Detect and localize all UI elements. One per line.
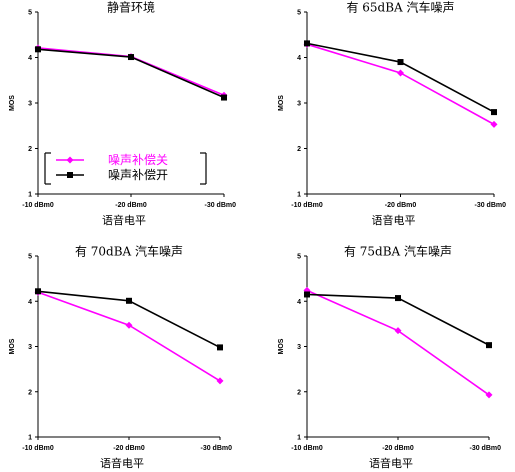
chart-panel-2: 1 2 3 4 5 -10 dBm0 -20 dBm0 -30 dBm0 有 65dBA 汽车噪… <box>278 0 506 227</box>
data-point-on <box>491 109 497 116</box>
x-tick-label: -20 dBm0 <box>382 445 414 452</box>
data-point-on <box>486 342 492 349</box>
y-axis-label: MOS <box>9 338 16 354</box>
data-point-on <box>35 288 41 295</box>
x-tick-label: -30 dBm0 <box>469 445 501 452</box>
x-axis-label: 语音电平 <box>369 456 413 470</box>
series-line-off <box>306 289 490 396</box>
y-tick-label: 5 <box>297 254 301 261</box>
data-point-off <box>397 69 404 77</box>
series-line-off <box>306 43 495 126</box>
y-tick-label: 2 <box>297 389 301 396</box>
x-tick-label: -30 dBm0 <box>200 445 232 452</box>
y-tick-label: 5 <box>28 10 32 17</box>
x-axis-label: 语音电平 <box>102 213 146 227</box>
x-tick-label: -20 dBm0 <box>115 202 147 209</box>
chart-panel-4: 1 2 3 4 5 -10 dBm0 -20 dBm0 -30 dBm0 有 75dBA 汽车噪… <box>278 244 501 471</box>
y-axis-label: MOS <box>9 95 16 111</box>
x-axis-label: 语音电平 <box>100 456 144 470</box>
data-point-on <box>128 54 134 61</box>
y-tick-label: 5 <box>28 254 32 261</box>
data-point-on <box>126 297 132 304</box>
x-tick-label: -10 dBm0 <box>22 445 54 452</box>
y-tick-label: 4 <box>28 55 32 62</box>
chart-title: 静音环境 <box>107 0 155 15</box>
data-point-on <box>304 40 310 47</box>
data-point-on <box>217 344 223 351</box>
y-tick-label: 1 <box>28 435 32 442</box>
y-tick-label: 2 <box>28 146 32 153</box>
y-tick-label: 3 <box>297 344 301 351</box>
data-point-on <box>397 59 404 66</box>
y-tick-label: 3 <box>28 101 32 108</box>
y-axis-label: MOS <box>278 95 285 111</box>
y-axis-label: MOS <box>278 338 285 354</box>
data-point-on <box>395 295 401 302</box>
y-tick-label: 4 <box>297 55 301 62</box>
data-point-on <box>304 291 310 298</box>
x-tick-label: -20 dBm0 <box>385 202 417 209</box>
data-point-on <box>35 46 41 53</box>
x-tick-label: -10 dBm0 <box>291 202 323 209</box>
chart-title: 有 65dBA 汽车噪声 <box>346 0 454 15</box>
legend-marker-on <box>67 172 73 178</box>
series-line-off <box>37 291 221 382</box>
x-axis-label: 语音电平 <box>372 213 416 227</box>
y-tick-label: 1 <box>28 192 32 199</box>
chart-panel-1: 1 2 3 4 5 -10 dBm0 -20 dBm0 -30 dBm0 静音环境 MOS 语音电平… <box>9 0 236 227</box>
y-tick-label: 1 <box>297 192 301 199</box>
data-point-on <box>221 94 227 101</box>
x-tick-label: -10 dBm0 <box>22 202 54 209</box>
data-point-off <box>490 120 498 128</box>
y-tick-label: 5 <box>297 10 301 17</box>
chart-title: 有 75dBA 汽车噪声 <box>344 244 452 259</box>
chart-title: 有 70dBA 汽车噪声 <box>75 244 183 259</box>
y-tick-label: 4 <box>28 299 32 306</box>
x-tick-label: -20 dBm0 <box>113 445 145 452</box>
data-point-off <box>216 377 224 385</box>
legend-label-off: 噪声补偿关 <box>108 152 168 167</box>
y-tick-label: 1 <box>297 435 301 442</box>
y-tick-label: 2 <box>28 389 32 396</box>
x-tick-label: -30 dBm0 <box>204 202 236 209</box>
x-tick-label: -10 dBm0 <box>291 445 323 452</box>
y-tick-label: 3 <box>28 344 32 351</box>
data-point-off <box>125 321 133 329</box>
y-tick-label: 3 <box>297 101 301 108</box>
legend-label-on: 噪声补偿开 <box>108 167 168 182</box>
data-point-off <box>485 391 493 399</box>
data-point-off <box>394 327 402 335</box>
chart-panel-3: 1 2 3 4 5 -10 dBm0 -20 dBm0 -30 dBm0 有 70dBA 汽车噪… <box>9 244 232 471</box>
x-tick-label: -30 dBm0 <box>474 202 506 209</box>
y-tick-label: 4 <box>297 299 301 306</box>
legend-marker-off <box>66 156 74 164</box>
y-tick-label: 2 <box>297 146 301 153</box>
